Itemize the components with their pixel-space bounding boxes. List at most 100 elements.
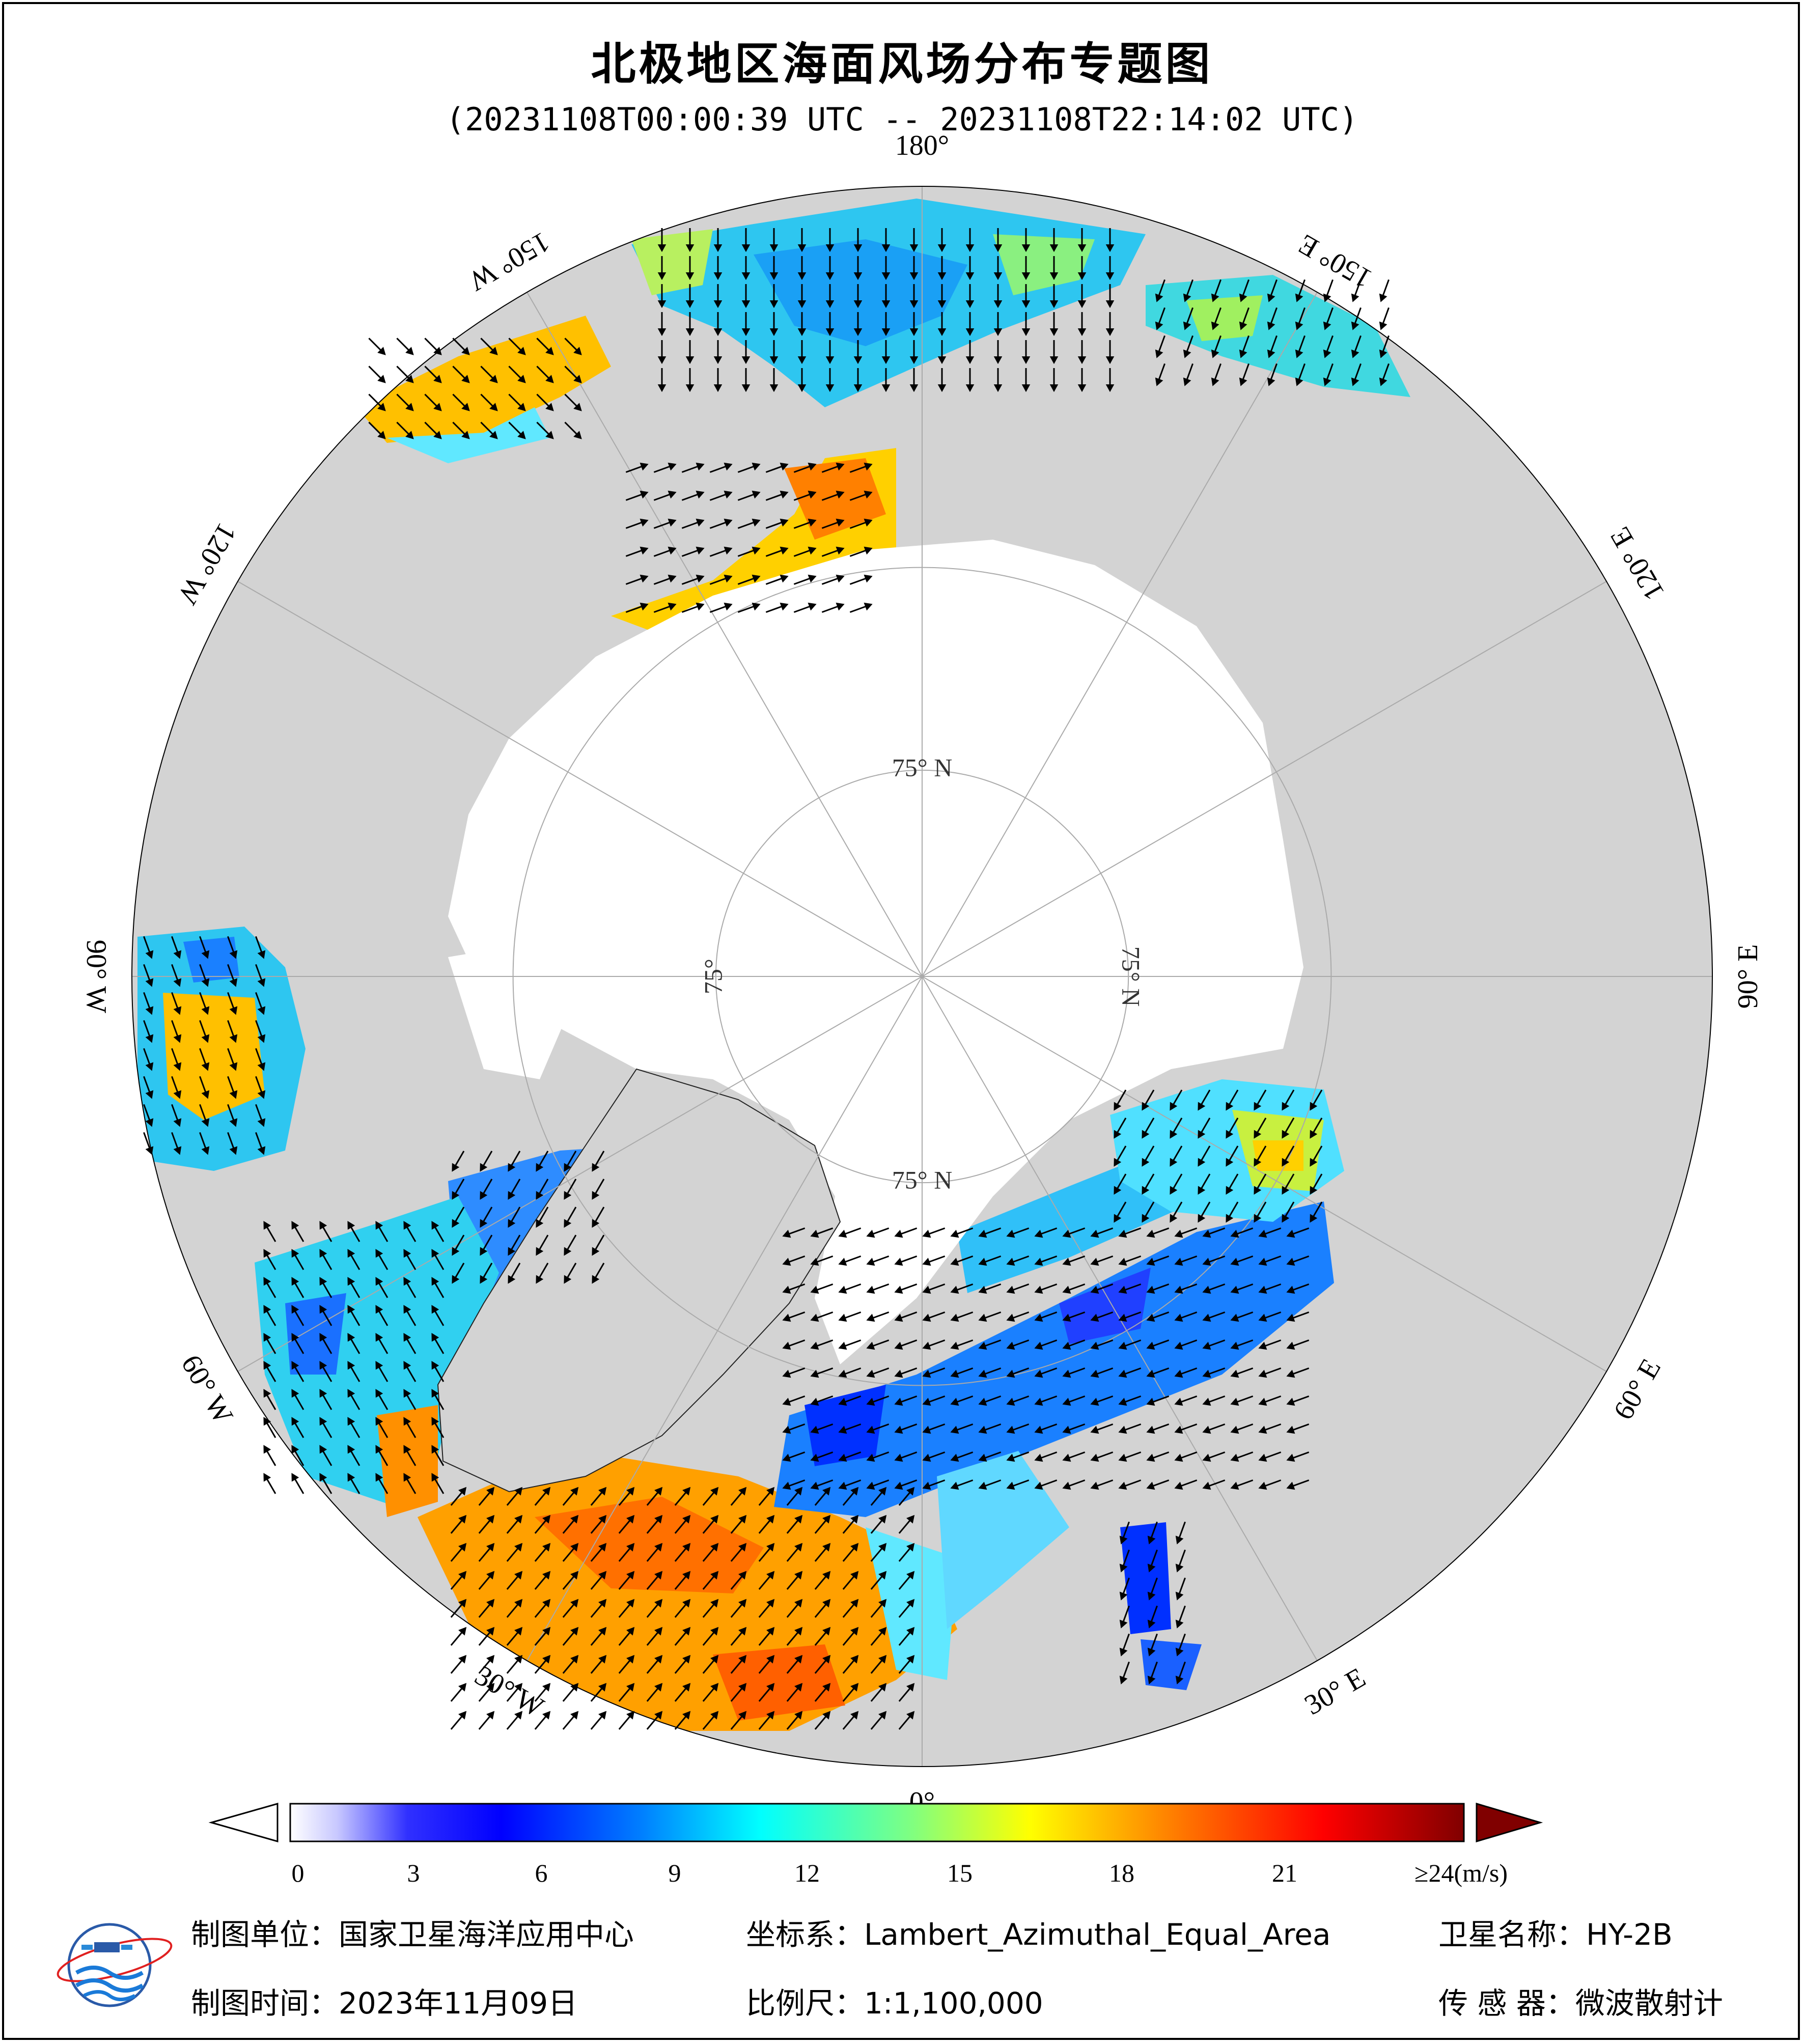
wind-arrow-head bbox=[1006, 1285, 1015, 1294]
wind-arrow-head bbox=[1155, 349, 1163, 358]
wind-arrow-head bbox=[1286, 1369, 1295, 1378]
wind-arrow-head bbox=[1090, 1229, 1099, 1238]
wind-arrow-head bbox=[489, 347, 498, 355]
wind-arrow-head bbox=[1062, 1229, 1071, 1238]
wind-arrow-head bbox=[1286, 1397, 1295, 1406]
wind-arrow-head bbox=[263, 1389, 271, 1398]
wind-arrow-head bbox=[263, 1417, 271, 1426]
wind-arrow-head bbox=[1295, 377, 1303, 386]
colorbar-tick: 18 bbox=[1109, 1859, 1134, 1887]
wind-arrow-head bbox=[1282, 1102, 1290, 1111]
longitude-label: 30° W bbox=[469, 1660, 549, 1724]
wind-arrow-head bbox=[965, 244, 975, 253]
wind-arrow-head bbox=[626, 1655, 635, 1664]
wind-arrow-head bbox=[657, 244, 667, 253]
wind-arrow-head bbox=[836, 490, 845, 499]
wind-arrow-head bbox=[836, 574, 845, 583]
wind-arrow-head bbox=[1090, 1481, 1099, 1490]
wind-arrow-head bbox=[1170, 1130, 1178, 1139]
wind-arrow-head bbox=[1105, 328, 1115, 337]
wind-arrow-head bbox=[452, 1163, 460, 1172]
wind-arrow-head bbox=[257, 1090, 266, 1099]
wind-arrow-head bbox=[766, 1543, 775, 1552]
wind-arrow-head bbox=[1077, 300, 1087, 309]
wind-arrow-head bbox=[1230, 1285, 1239, 1294]
wind-arrow-head bbox=[1090, 1425, 1099, 1434]
wind-arrow-head bbox=[1202, 1229, 1211, 1238]
wind-arrow-head bbox=[993, 244, 1003, 253]
wind-arrow-head bbox=[1174, 1257, 1183, 1266]
wind-arrow-head bbox=[592, 1191, 600, 1200]
wind-arrow-head bbox=[822, 1515, 831, 1524]
wind-arrow-head bbox=[1174, 1341, 1183, 1350]
wind-arrow-head bbox=[866, 1369, 875, 1378]
wind-arrow-head bbox=[978, 1425, 987, 1434]
wind-arrow-head bbox=[1021, 300, 1031, 309]
wind-arrow-head bbox=[1034, 1341, 1043, 1350]
wind-arrow-head bbox=[1174, 1453, 1183, 1462]
wind-arrow-head bbox=[810, 1397, 819, 1406]
wind-arrow-head bbox=[766, 1515, 775, 1524]
wind-arrow-head bbox=[598, 1683, 607, 1692]
wind-arrow-head bbox=[489, 403, 498, 411]
wind-arrow-head bbox=[1119, 1591, 1128, 1601]
wind-arrow-head bbox=[836, 546, 845, 555]
wind-arrow-head bbox=[769, 244, 779, 253]
wind-arrow-head bbox=[1183, 349, 1191, 358]
wind-arrow-head bbox=[1202, 1369, 1211, 1378]
colorbar-unit: ≥24(m/s) bbox=[1414, 1859, 1508, 1887]
wind-arrow-head bbox=[1114, 1158, 1122, 1167]
wind-arrow-head bbox=[508, 1247, 516, 1256]
wind-arrow-head bbox=[1230, 1481, 1239, 1490]
wind-arrow-head bbox=[257, 978, 266, 987]
wind-arrow-head bbox=[1175, 1647, 1184, 1657]
wind-arrow-head bbox=[1118, 1341, 1127, 1350]
wind-arrow-head bbox=[1211, 293, 1219, 302]
wind-arrow-head bbox=[738, 1599, 747, 1608]
wind-arrow-head bbox=[514, 1683, 523, 1692]
wind-arrow-head bbox=[1174, 1481, 1183, 1490]
wind-arrow-head bbox=[993, 300, 1003, 309]
wind-arrow-head bbox=[1379, 321, 1387, 330]
wind-arrow-head bbox=[377, 403, 386, 411]
wind-arrow-head bbox=[375, 1445, 383, 1454]
wind-arrow-head bbox=[738, 1543, 747, 1552]
wind-arrow-head bbox=[545, 375, 554, 383]
wind-arrow-head bbox=[794, 1627, 803, 1636]
wind-arrow-head bbox=[752, 462, 761, 471]
wind-arrow-head bbox=[319, 1333, 327, 1342]
wind-arrow-head bbox=[894, 1425, 903, 1434]
wind-arrow-head bbox=[433, 375, 442, 383]
wind-arrow-head bbox=[937, 356, 947, 365]
wind-arrow-head bbox=[978, 1481, 987, 1490]
wind-arrow-head bbox=[836, 518, 845, 527]
wind-arrow-head bbox=[486, 1543, 495, 1552]
wind-arrow-head bbox=[458, 1627, 467, 1636]
wind-arrow-head bbox=[922, 1285, 931, 1294]
wind-arrow-head bbox=[201, 950, 210, 959]
wind-arrow-head bbox=[517, 375, 526, 383]
wind-arrow-head bbox=[769, 300, 779, 309]
wind-arrow-head bbox=[626, 1515, 635, 1524]
wind-arrow-head bbox=[1146, 1425, 1155, 1434]
wind-arrow-head bbox=[1006, 1229, 1015, 1238]
wind-arrow-head bbox=[626, 1711, 635, 1720]
wind-arrow-head bbox=[906, 1487, 915, 1496]
wind-arrow-head bbox=[810, 1453, 819, 1462]
date-label: 制图时间：2023年11月09日 bbox=[191, 1986, 578, 2021]
wind-arrow-head bbox=[486, 1655, 495, 1664]
wind-arrow-head bbox=[319, 1361, 327, 1370]
satellite-label: 卫星名称：HY-2B bbox=[1438, 1917, 1673, 1952]
wind-arrow-head bbox=[654, 1515, 663, 1524]
wind-arrow-head bbox=[1034, 1229, 1043, 1238]
wind-arrow-head bbox=[431, 1333, 439, 1342]
wind-arrow-head bbox=[1170, 1186, 1178, 1195]
wind-arrow-head bbox=[965, 328, 975, 337]
wind-arrow-head bbox=[564, 1247, 572, 1256]
wind-arrow-head bbox=[1175, 1619, 1184, 1629]
wind-arrow-head bbox=[797, 384, 807, 393]
wind-arrow-head bbox=[1006, 1481, 1015, 1490]
wind-arrow-head bbox=[458, 1655, 467, 1664]
wind-arrow-head bbox=[570, 1515, 579, 1524]
